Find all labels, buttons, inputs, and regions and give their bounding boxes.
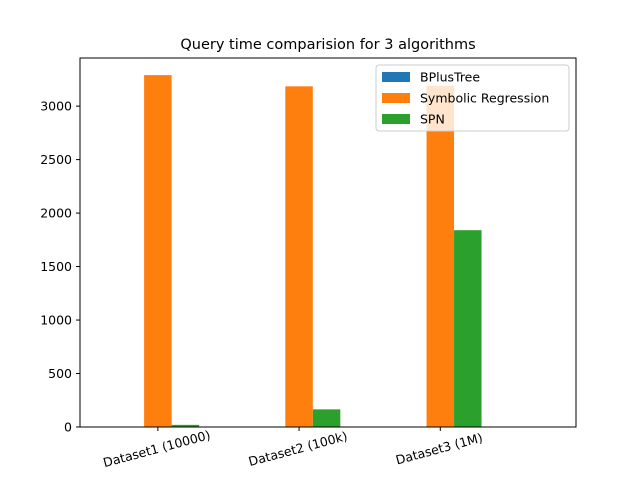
legend: BPlusTree Symbolic Regression SPN [375,64,570,132]
legend-label: SPN [420,112,445,127]
bar-symbolic-regression-3 [426,85,455,427]
y-tick-label: 2500 [40,152,72,167]
chart-title: Query time comparision for 3 algorithms [180,37,475,53]
bar-spn-1 [171,424,200,427]
bar-group [144,75,482,428]
y-axis: 0 500 1000 1500 2000 2500 3000 [40,99,80,435]
y-tick-label: 3000 [40,99,72,114]
y-tick-label: 1500 [40,259,72,274]
y-tick-label: 2000 [40,206,72,221]
legend-label: Symbolic Regression [420,91,549,106]
legend-frame [375,64,570,132]
bar-spn-3 [454,230,482,427]
legend-swatch [382,114,410,124]
bar-symbolic-regression-1 [144,75,172,428]
legend-swatch [382,72,410,82]
legend-label: BPlusTree [420,70,480,85]
bar-spn-2 [312,409,341,427]
y-tick-label: 500 [48,366,72,381]
y-tick-label: 1000 [40,313,72,328]
legend-swatch [382,93,410,103]
y-tick-label: 0 [64,420,72,435]
bar-symbolic-regression-2 [285,86,313,427]
plot-area-frame [79,57,577,428]
